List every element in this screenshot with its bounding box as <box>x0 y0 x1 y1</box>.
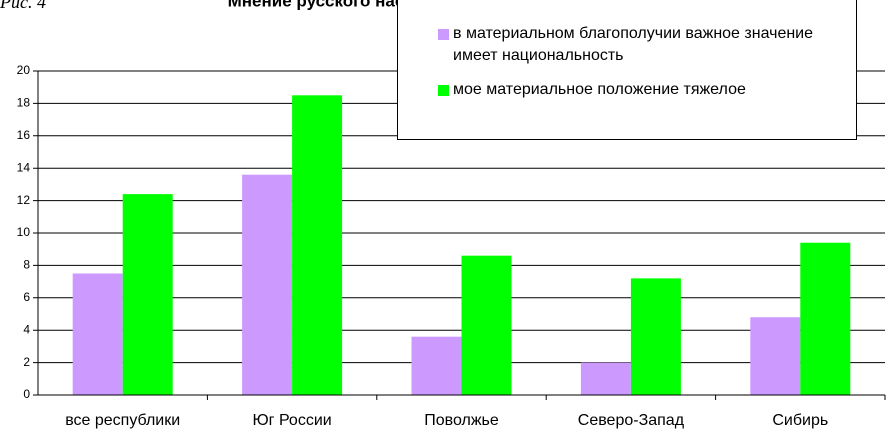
bar <box>580 362 631 395</box>
bar <box>122 194 173 395</box>
bar <box>800 242 851 395</box>
legend-swatch <box>438 85 449 96</box>
y-tick-label: 6 <box>23 290 30 304</box>
bar <box>630 278 681 395</box>
y-tick-label: 20 <box>17 63 31 77</box>
y-tick-label: 10 <box>17 225 31 239</box>
legend-entry: в материальном благополучии важное значе… <box>438 23 838 67</box>
y-tick-label: 2 <box>23 355 30 369</box>
legend-entry: мое материальное положение тяжелое <box>438 79 838 101</box>
y-tick-label: 4 <box>23 322 30 336</box>
legend-label: мое материальное положение тяжелое <box>453 81 746 98</box>
x-tick-label: все республики <box>65 412 180 429</box>
bar <box>242 174 293 395</box>
y-tick-label: 14 <box>17 160 31 174</box>
y-tick-label: 12 <box>17 193 31 207</box>
x-tick-label: Юг России <box>253 412 332 429</box>
bar <box>411 336 462 395</box>
bar <box>292 95 343 396</box>
bar <box>750 317 801 395</box>
legend-label: в материальном благополучии важное значе… <box>453 25 814 64</box>
y-tick-label: 16 <box>17 128 31 142</box>
x-tick-label: Сибирь <box>772 412 828 429</box>
figure-label: Рис. 4 <box>0 0 46 12</box>
y-tick-label: 0 <box>23 387 30 401</box>
bar <box>72 273 123 395</box>
legend: в материальном благополучии важное значе… <box>397 0 857 140</box>
legend-swatch <box>438 29 449 40</box>
bar <box>461 255 512 395</box>
y-tick-label: 8 <box>23 258 30 272</box>
y-tick-label: 18 <box>17 96 31 110</box>
x-tick-label: Поволжье <box>424 412 499 429</box>
x-tick-label: Северо-Запад <box>578 412 685 429</box>
